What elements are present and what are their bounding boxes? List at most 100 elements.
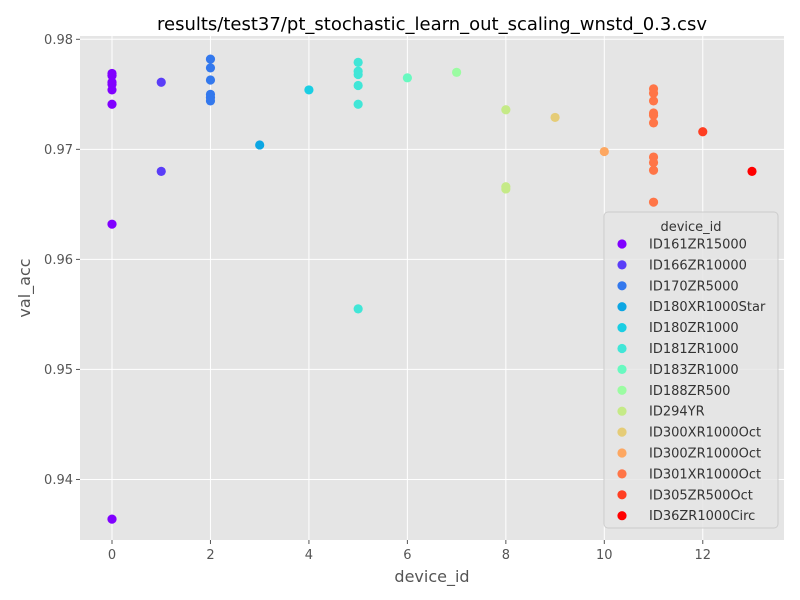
data-point — [648, 157, 659, 168]
legend-label: ID183ZR1000 — [649, 363, 739, 378]
legend-item: ID181ZR1000 — [617, 342, 739, 357]
series-ID300XR1000Oct — [550, 112, 560, 123]
legend-label: ID301XR1000Oct — [649, 467, 761, 482]
legend-marker — [617, 469, 627, 479]
series-ID301XR1000Oct — [648, 84, 659, 207]
legend-item: ID166ZR10000 — [617, 258, 747, 273]
legend-item: ID183ZR1000 — [617, 363, 739, 378]
y-tick-label: 0.97 — [44, 143, 73, 158]
legend-marker — [617, 323, 627, 333]
data-point — [353, 57, 363, 68]
data-point — [599, 146, 609, 157]
series-ID180XR1000Star — [255, 140, 265, 150]
legend-marker — [617, 302, 627, 312]
series-ID294YR — [501, 105, 511, 194]
y-tick-label: 0.98 — [44, 33, 73, 48]
data-point — [107, 71, 117, 81]
legend-label: ID170ZR5000 — [649, 279, 739, 294]
series-ID170ZR5000 — [205, 54, 216, 106]
legend-label: ID180ZR1000 — [649, 321, 739, 336]
x-tick-label: 4 — [305, 548, 313, 563]
x-axis-title: device_id — [394, 567, 469, 587]
legend-label: ID180XR1000Star — [649, 300, 766, 315]
data-point — [205, 75, 216, 85]
legend-label: ID36ZR1000Circ — [649, 509, 755, 524]
data-point — [353, 99, 363, 109]
data-point — [648, 118, 659, 128]
legend-marker — [617, 239, 627, 249]
legend-item: ID305ZR500Oct — [617, 488, 753, 503]
series-ID181ZR1000 — [353, 57, 363, 314]
y-axis-ticks: 0.94 0.95 0.96 0.97 0.98 — [44, 33, 80, 488]
data-point — [648, 165, 659, 175]
data-point — [648, 96, 659, 106]
legend-label: ID305ZR500Oct — [649, 488, 753, 503]
x-tick-label: 2 — [206, 548, 214, 563]
legend-label: ID161ZR15000 — [649, 238, 747, 253]
legend-box — [603, 211, 779, 529]
legend-label: ID166ZR10000 — [649, 258, 747, 273]
data-point — [205, 54, 216, 64]
legend-marker — [617, 343, 627, 354]
legend-item: ID161ZR15000 — [617, 238, 747, 253]
legend-label: ID300ZR1000Oct — [649, 447, 761, 462]
legend-item: ID180ZR1000 — [617, 321, 739, 336]
legend-title: device_id — [660, 220, 721, 235]
data-point — [304, 85, 314, 95]
legend-marker — [617, 364, 627, 374]
data-point — [156, 77, 166, 87]
legend-items: ID161ZR15000 ID166ZR10000 ID170ZR5000 ID180… — [617, 238, 766, 524]
legend-marker — [617, 511, 627, 521]
legend-label: ID300XR1000Oct — [649, 426, 761, 441]
legend-item: ID300XR1000Oct — [617, 426, 761, 441]
chart-title: results/test37/pt_stochastic_learn_out_s… — [157, 14, 707, 35]
series-ID36ZR1000Circ — [747, 166, 757, 176]
legend-item: ID170ZR5000 — [617, 279, 739, 294]
data-point — [156, 166, 166, 176]
y-tick-label: 0.94 — [44, 473, 73, 488]
y-axis-title: val_acc — [15, 258, 35, 317]
legend-marker — [617, 427, 627, 437]
data-point — [107, 219, 117, 229]
legend-item: ID188ZR500 — [617, 384, 730, 399]
legend-marker — [617, 490, 627, 500]
data-point — [501, 184, 511, 194]
x-tick-label: 0 — [108, 548, 116, 563]
data-point — [452, 67, 462, 77]
legend-label: ID188ZR500 — [649, 384, 730, 399]
series-ID305ZR500Oct — [698, 127, 708, 137]
data-point — [698, 127, 708, 137]
legend: device_id ID161ZR15000 ID166ZR10000 ID170Z… — [603, 211, 779, 529]
data-point — [353, 80, 363, 91]
data-points — [107, 54, 757, 524]
data-point — [353, 304, 363, 314]
series-ID161ZR15000 — [107, 68, 117, 524]
series-ID166ZR10000 — [156, 77, 166, 176]
legend-item: ID180XR1000Star — [617, 300, 766, 315]
data-point — [550, 112, 560, 123]
data-point — [107, 85, 117, 95]
x-axis-ticks: 0 2 4 6 8 10 12 — [108, 540, 711, 563]
legend-marker — [617, 385, 627, 395]
legend-marker — [617, 406, 627, 416]
legend-item: ID294YR — [617, 405, 705, 420]
x-tick-label: 10 — [596, 548, 613, 563]
series-ID183ZR1000 — [402, 73, 412, 83]
data-point — [648, 110, 659, 120]
data-point — [205, 63, 216, 73]
legend-item: ID300ZR1000Oct — [617, 447, 761, 462]
x-tick-label: 12 — [694, 548, 711, 563]
legend-marker — [617, 448, 627, 458]
data-point — [205, 96, 216, 106]
legend-label: ID181ZR1000 — [649, 342, 739, 357]
series-ID180ZR1000 — [304, 85, 314, 95]
data-point — [107, 514, 117, 524]
legend-item: ID301XR1000Oct — [617, 467, 761, 482]
data-point — [501, 105, 511, 115]
legend-marker — [617, 281, 627, 291]
legend-label: ID294YR — [649, 405, 705, 420]
series-ID188ZR500 — [452, 67, 462, 77]
y-tick-label: 0.96 — [44, 253, 73, 268]
